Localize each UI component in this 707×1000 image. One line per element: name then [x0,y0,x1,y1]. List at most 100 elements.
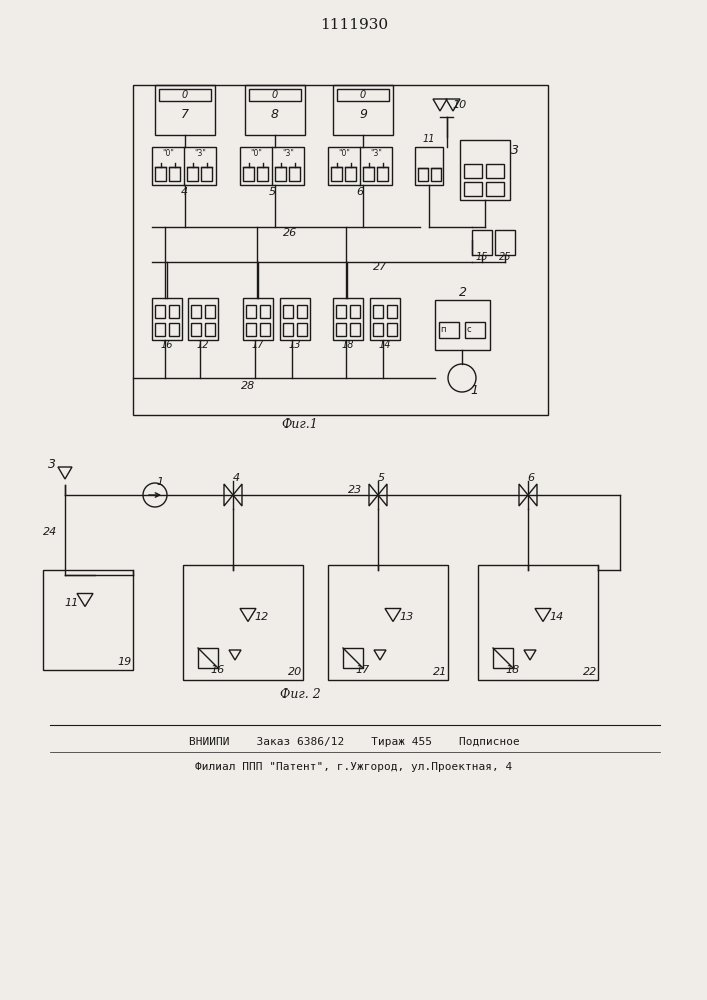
Bar [249,89,301,101]
Text: 0: 0 [182,90,188,100]
Bar [478,565,598,680]
Text: 2: 2 [459,286,467,298]
Text: Фиг. 2: Фиг. 2 [280,688,320,702]
Text: "3": "3" [370,149,382,158]
Text: 8: 8 [271,108,279,121]
Text: 14: 14 [379,340,391,350]
Text: 0: 0 [360,90,366,100]
Bar [191,305,201,318]
Text: 26: 26 [283,228,297,238]
Text: 14: 14 [550,612,564,622]
Text: 27: 27 [373,262,387,272]
Bar [350,305,360,318]
Text: "3": "3" [282,149,294,158]
Bar [155,85,215,135]
Text: 17: 17 [356,665,370,675]
Text: с: с [467,326,472,334]
Bar [418,168,428,181]
Text: 21: 21 [433,667,447,677]
Bar [373,323,383,336]
Bar [377,167,388,181]
Bar [152,147,216,185]
Bar [464,182,482,196]
Text: 15: 15 [476,252,489,262]
Bar [188,298,218,340]
Bar [331,167,342,181]
Text: 3: 3 [511,143,519,156]
Text: "0": "0" [250,149,262,158]
Bar [373,305,383,318]
Text: 9: 9 [359,108,367,121]
Bar [464,164,482,178]
Bar [245,85,305,135]
Bar [337,89,389,101]
Bar [345,167,356,181]
Bar [336,305,346,318]
Text: 23: 23 [348,485,362,495]
Text: 16: 16 [160,340,173,350]
Bar [198,648,218,668]
Bar [187,167,198,181]
Text: 7: 7 [181,108,189,121]
Bar [43,570,133,670]
Bar [472,230,492,255]
Bar [387,305,397,318]
Text: 10: 10 [453,100,467,110]
Bar [152,298,182,340]
Text: "3": "3" [194,149,206,158]
Bar [155,305,165,318]
Bar [191,323,201,336]
Text: 12: 12 [197,340,209,350]
Text: 11: 11 [423,134,436,144]
Bar [275,167,286,181]
Bar [363,167,374,181]
Bar [439,322,459,338]
Bar [155,167,166,181]
Text: 17: 17 [252,340,264,350]
Bar [169,305,179,318]
Bar [336,323,346,336]
Text: 5: 5 [269,187,276,197]
Bar [431,168,441,181]
Text: 1: 1 [156,477,163,487]
Text: 4: 4 [233,473,240,483]
Text: 4: 4 [180,187,187,197]
Bar [328,565,448,680]
Bar [350,323,360,336]
Text: ВНИИПИ    Заказ 6386/12    Тираж 455    Подписное: ВНИИПИ Заказ 6386/12 Тираж 455 Подписное [189,737,520,747]
Bar [493,648,513,668]
Bar [435,300,490,350]
Bar [201,167,212,181]
Text: 25: 25 [498,252,511,262]
Bar [240,147,304,185]
Bar [155,323,165,336]
Bar [169,167,180,181]
Text: 19: 19 [118,657,132,667]
Text: 12: 12 [255,612,269,622]
Text: 1: 1 [470,383,478,396]
Bar [283,305,293,318]
Bar [280,298,310,340]
Text: "0": "0" [338,149,350,158]
Bar [260,305,270,318]
Bar [260,323,270,336]
Text: 5: 5 [378,473,385,483]
Text: 1111930: 1111930 [320,18,388,32]
Bar [246,323,256,336]
Text: 28: 28 [241,381,255,391]
Bar [289,167,300,181]
Bar [246,305,256,318]
Bar [297,305,307,318]
Text: 16: 16 [211,665,225,675]
Bar [133,85,548,415]
Bar [243,167,254,181]
Text: 18: 18 [506,665,520,675]
Text: 6: 6 [527,473,534,483]
Bar [257,167,268,181]
Bar [387,323,397,336]
Bar [205,305,215,318]
Bar [205,323,215,336]
Text: 13: 13 [400,612,414,622]
Bar [283,323,293,336]
Bar [465,322,485,338]
